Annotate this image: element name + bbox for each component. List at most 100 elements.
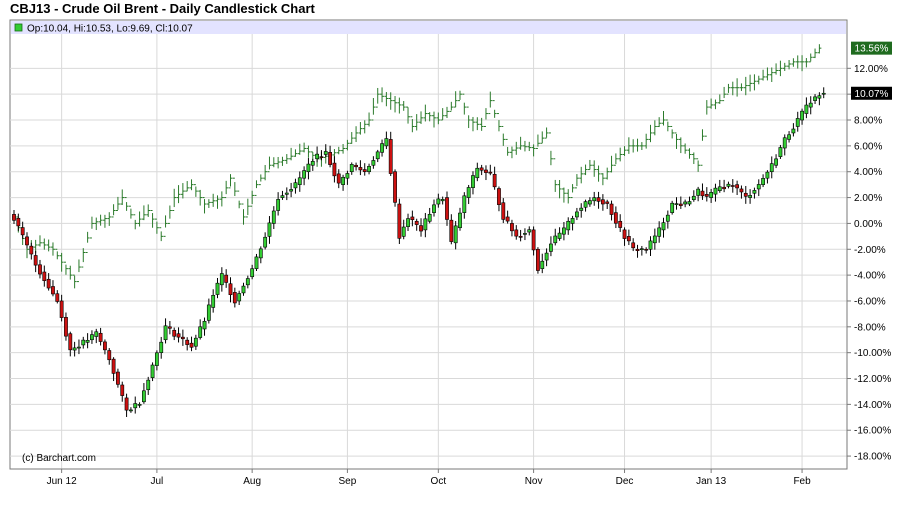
y-tick-label: 0.00% (854, 219, 882, 230)
candle-body (258, 248, 263, 259)
candle-body (821, 92, 826, 95)
candle-body (193, 337, 198, 347)
candle (553, 228, 558, 246)
candle-body (756, 184, 761, 190)
candle (570, 215, 575, 231)
candle-body (289, 189, 294, 192)
ohlc-bar (388, 92, 393, 110)
candle (739, 185, 744, 199)
candle (730, 179, 735, 193)
ohlc-bar (115, 196, 120, 211)
candle (280, 190, 285, 200)
candle (224, 269, 229, 288)
candle-body (618, 220, 623, 228)
candle-body (124, 397, 129, 411)
candle-body (562, 227, 566, 235)
candle (639, 245, 644, 256)
ohlc-bar (462, 93, 467, 115)
candle-body (549, 243, 553, 252)
ohlc-bar (202, 197, 207, 214)
candle (367, 163, 371, 175)
candle (527, 226, 532, 236)
candle (536, 247, 540, 274)
candle-body (349, 164, 354, 173)
ohlc-bar (81, 248, 86, 268)
ohlc-bar (566, 189, 571, 204)
ohlc-bar (432, 111, 437, 128)
ohlc-bar (613, 153, 618, 166)
candle (488, 164, 493, 176)
ohlc-bar (687, 148, 692, 159)
ohlc-bar (367, 112, 372, 127)
candle (289, 182, 294, 198)
candle-body (687, 201, 692, 205)
ohlc-bar (691, 152, 696, 165)
candle (263, 232, 268, 250)
ohlc-bar (700, 129, 705, 166)
candle-body (371, 160, 376, 166)
candle (661, 217, 666, 238)
candle-body (683, 201, 688, 205)
ohlc-bar (37, 235, 42, 247)
ohlc-bar (540, 131, 545, 144)
candle (388, 131, 393, 176)
ohlc-bar (289, 147, 294, 161)
ohlc-bar (50, 242, 55, 256)
candle-body (735, 184, 740, 189)
ohlc-bar (553, 158, 558, 192)
candle-body (159, 341, 164, 353)
candle (129, 407, 133, 413)
ohlc-bar (644, 133, 649, 149)
ohlc-bar (635, 138, 640, 152)
candle (419, 218, 423, 237)
candle-body (358, 167, 363, 171)
ohlc-bar (137, 211, 142, 227)
candle (813, 94, 817, 104)
candle (332, 156, 337, 183)
candle (592, 191, 597, 206)
candle-body (410, 216, 415, 221)
ohlc-bar (527, 141, 532, 152)
candle (427, 207, 432, 224)
candle (644, 247, 649, 254)
ohlc-bar (709, 98, 714, 109)
candle-body (765, 171, 770, 179)
candle (111, 357, 116, 382)
candle-body (297, 177, 302, 185)
x-tick-label: Jan 13 (696, 476, 726, 487)
candle-body (544, 252, 549, 261)
candle-body (189, 342, 194, 348)
candle (362, 163, 367, 176)
candle (219, 267, 224, 292)
ohlc-bar (380, 87, 385, 103)
candle-body (59, 300, 64, 318)
ohlc-bar (557, 179, 562, 199)
candle-body (107, 350, 112, 361)
candle (189, 336, 194, 352)
candle-body (709, 192, 714, 198)
candle-body (20, 227, 25, 236)
candle (769, 156, 774, 179)
candle-body (492, 174, 497, 188)
candle (146, 376, 151, 395)
ohlc-bar (211, 193, 216, 207)
candle-body (748, 195, 753, 198)
candle (674, 197, 679, 210)
candle (185, 337, 190, 351)
ohlc-bar (172, 188, 177, 211)
y-tick-label: -14.00% (854, 400, 891, 411)
ohlc-bar (176, 185, 181, 204)
ohlc-bar (401, 101, 406, 111)
candle (163, 318, 168, 344)
candle (401, 219, 406, 240)
candle (90, 330, 94, 344)
y-tick-label: -2.00% (854, 245, 886, 256)
ohlc-bar (341, 144, 346, 154)
ohlc-bar (505, 138, 510, 156)
y-tick-label: 2.00% (854, 193, 882, 204)
ohlc-bar (371, 98, 376, 121)
candle (267, 216, 272, 244)
ohlc-bar (522, 140, 527, 152)
ohlc-bar (449, 101, 454, 112)
ohlc-bar (657, 117, 662, 128)
